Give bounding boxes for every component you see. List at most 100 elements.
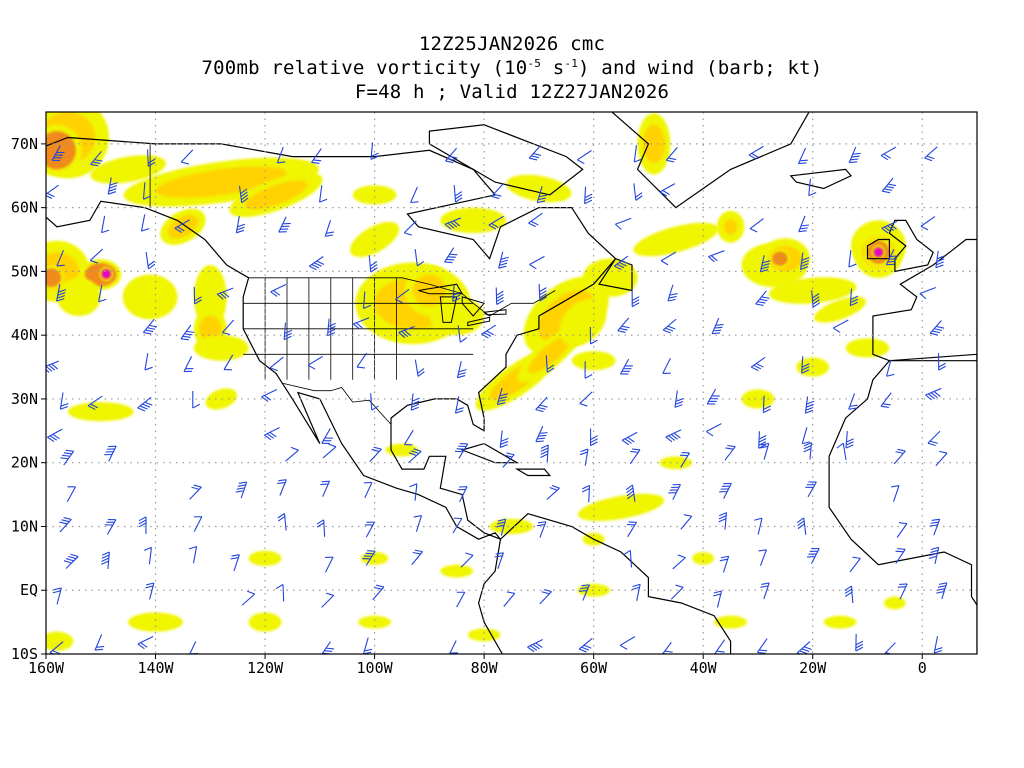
wind-barb <box>321 592 335 608</box>
vorticity-contour <box>506 174 572 203</box>
wind-barb <box>90 150 103 167</box>
wind-barb <box>316 519 326 537</box>
wind-barb <box>98 284 107 303</box>
wind-barb <box>929 320 945 336</box>
wind-barb <box>311 148 322 164</box>
wind-barb <box>324 556 334 573</box>
coastline <box>866 238 890 260</box>
title-exponent-2: -1 <box>564 57 579 70</box>
wind-barb <box>924 146 938 162</box>
vorticity-contour <box>571 351 616 371</box>
wind-barb <box>801 427 811 445</box>
wind-barb <box>623 549 633 568</box>
lon-tick-label: 80W <box>471 659 499 677</box>
wind-barb <box>762 395 771 414</box>
wind-barb <box>320 480 331 497</box>
wind-barb <box>706 423 722 437</box>
wind-barb <box>545 355 555 373</box>
vorticity-contour <box>814 296 867 323</box>
lat-tick-label: 10S <box>11 645 38 663</box>
wind-barb <box>920 216 936 231</box>
wind-barb <box>46 184 59 200</box>
wind-barb <box>848 250 857 268</box>
vorticity-contour <box>193 335 249 361</box>
wind-barb <box>276 146 286 164</box>
coastline <box>789 168 852 190</box>
wind-barb <box>107 177 118 195</box>
wind-barb <box>101 215 110 234</box>
wind-barb <box>180 324 195 341</box>
vorticity-contour <box>692 551 715 565</box>
vorticity-contour <box>350 221 400 258</box>
wind-barb <box>880 392 892 408</box>
vorticity-contour <box>128 612 183 632</box>
vorticity-contour <box>823 615 857 629</box>
wind-barb <box>104 518 117 535</box>
wind-barb <box>278 216 291 233</box>
wind-barb <box>849 288 859 307</box>
wind-barb <box>59 392 69 410</box>
wind-barb <box>365 521 375 538</box>
wind-barb <box>614 217 632 230</box>
wind-barb <box>631 583 641 602</box>
wind-barb <box>579 584 590 601</box>
wind-barb <box>712 590 723 608</box>
vorticity-contour <box>352 185 397 205</box>
wind-barb <box>804 396 815 414</box>
wind-barb <box>457 486 468 503</box>
wind-barb <box>174 219 190 233</box>
wind-barb <box>808 178 817 197</box>
wind-barb <box>672 554 686 570</box>
wind-barb <box>662 358 671 375</box>
coastline <box>514 468 552 477</box>
wind-barb <box>925 387 942 401</box>
wind-barb <box>444 247 458 264</box>
wind-barb <box>797 147 808 165</box>
wind-barb <box>411 549 423 566</box>
wind-barb <box>667 284 678 302</box>
wind-barbs <box>46 142 948 654</box>
title-exponent-1: -5 <box>527 57 542 70</box>
wind-barb <box>535 396 548 413</box>
wind-barb <box>457 325 468 343</box>
wind-barb <box>456 591 466 608</box>
wind-barb <box>891 485 900 502</box>
plot-frame <box>45 111 978 655</box>
wind-barb <box>938 353 946 371</box>
wind-barb <box>845 431 854 449</box>
vorticity-contour <box>874 247 883 257</box>
wind-barb <box>801 356 810 374</box>
wind-barb <box>101 551 110 570</box>
wind-barb <box>321 641 335 654</box>
wind-barb <box>488 215 504 230</box>
wind-barb <box>277 479 287 496</box>
wind-barb <box>811 290 821 308</box>
wind-barb <box>660 251 677 266</box>
wind-barb <box>285 446 299 462</box>
wind-barb <box>885 249 899 266</box>
wind-barb <box>674 390 684 408</box>
wind-barb <box>621 431 638 446</box>
wind-barb <box>453 185 463 203</box>
coastline <box>428 124 584 196</box>
wind-barb <box>94 634 105 651</box>
wind-barb <box>326 318 336 337</box>
wind-barb <box>362 550 376 566</box>
title-line-2-mid: s <box>541 57 565 79</box>
lake-outline <box>461 296 485 317</box>
wind-barb <box>496 387 508 405</box>
wind-barb <box>370 142 379 160</box>
wind-barb <box>372 584 385 601</box>
wind-barb <box>89 248 104 264</box>
wind-barb <box>192 391 201 409</box>
wind-barb <box>760 442 770 460</box>
vorticity-contour <box>714 615 747 629</box>
wind-barb <box>188 545 198 564</box>
vorticity-contour <box>467 628 501 642</box>
wind-barb <box>56 250 65 267</box>
wind-barb <box>137 636 154 650</box>
wind-barb <box>893 448 906 465</box>
wind-barb <box>140 214 150 232</box>
wind-barb <box>619 358 633 375</box>
wind-barb <box>47 428 63 443</box>
